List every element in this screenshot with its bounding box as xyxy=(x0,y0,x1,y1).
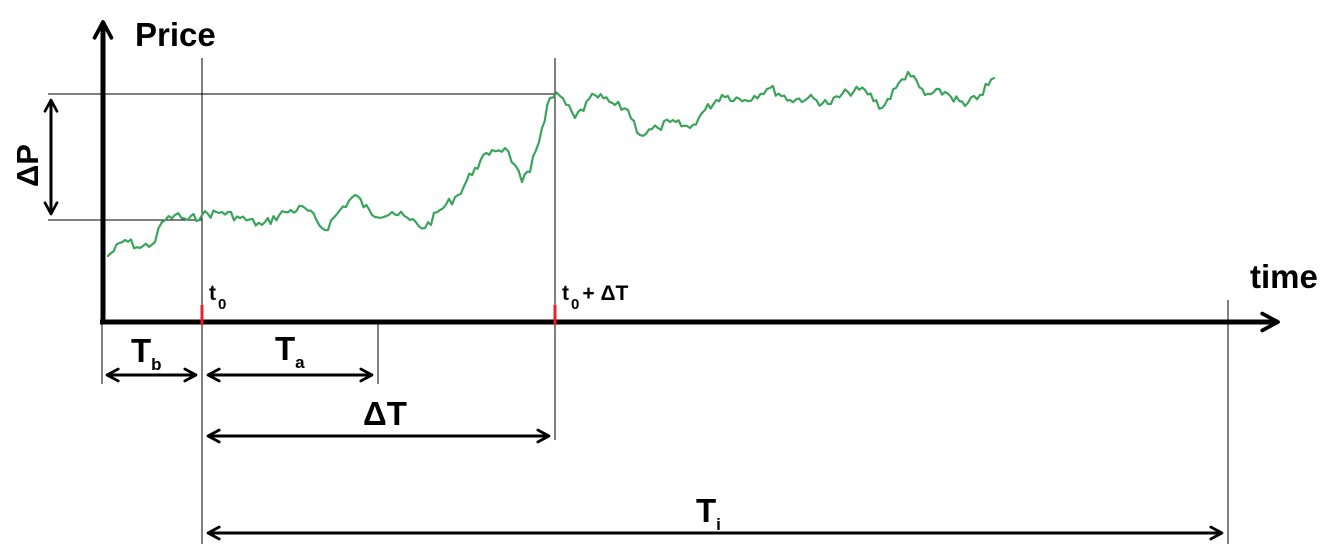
y-axis-label: Price xyxy=(135,16,216,53)
x-axis-label: time xyxy=(1250,258,1318,295)
ti-label: Ti xyxy=(696,492,721,534)
ta-label: Ta xyxy=(275,330,305,372)
t0-plus-delta-t-label: t 0 + ΔT xyxy=(562,282,629,313)
tb-label: Tb xyxy=(131,332,162,374)
price-line xyxy=(106,70,996,258)
delta-p-label: ΔP xyxy=(10,144,45,187)
delta-t-label: ΔT xyxy=(363,395,407,432)
